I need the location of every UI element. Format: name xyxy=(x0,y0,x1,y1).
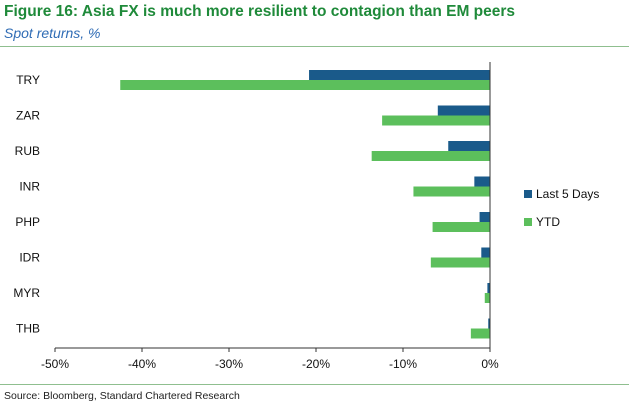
x-tick-label: 0% xyxy=(481,357,499,371)
x-tick-label: -40% xyxy=(128,357,156,371)
bar-ytd-try xyxy=(120,80,490,90)
bar-last-5-days-try xyxy=(309,70,490,80)
bar-ytd-myr xyxy=(484,293,490,303)
bar-last-5-days-thb xyxy=(488,318,490,329)
category-label-zar: ZAR xyxy=(16,108,40,122)
bar-last-5-days-myr xyxy=(487,283,490,293)
bar-last-5-days-inr xyxy=(474,176,490,187)
legend-swatch-last-5-days xyxy=(524,190,532,198)
legend-label-ytd: YTD xyxy=(536,215,560,229)
bar-ytd-idr xyxy=(430,257,490,268)
x-tick-label: -50% xyxy=(41,357,69,371)
category-label-inr: INR xyxy=(19,179,40,193)
bar-last-5-days-rub xyxy=(448,141,490,151)
bar-chart: TRY ZAR RUB INR PHP IDR MYR THB -50% -40% -30% -20%… xyxy=(13,62,599,371)
bar-ytd-inr xyxy=(413,186,490,197)
x-tick-label: -10% xyxy=(389,357,417,371)
bar-ytd-php xyxy=(432,222,490,232)
legend-label-last-5-days: Last 5 Days xyxy=(536,187,599,201)
bar-ytd-zar xyxy=(382,115,490,126)
bar-last-5-days-zar xyxy=(437,105,490,116)
source-note: Source: Bloomberg, Standard Chartered Re… xyxy=(4,390,240,402)
top-divider xyxy=(0,46,629,47)
category-label-thb: THB xyxy=(16,321,40,335)
category-label-myr: MYR xyxy=(13,286,40,300)
bar-last-5-days-idr xyxy=(481,247,490,258)
x-tick-label: -30% xyxy=(215,357,243,371)
figure-title: Figure 16: Asia FX is much more resilien… xyxy=(4,3,516,20)
category-label-php: PHP xyxy=(15,215,40,229)
figure-subtitle: Spot returns, % xyxy=(4,25,101,41)
legend-swatch-ytd xyxy=(524,218,532,226)
bar-last-5-days-php xyxy=(479,212,490,222)
bar-ytd-rub xyxy=(371,151,490,161)
category-label-idr: IDR xyxy=(19,250,40,264)
chart-area: TRY ZAR RUB INR PHP IDR MYR THB -50% -40% -30% -20%… xyxy=(0,50,629,385)
bar-ytd-thb xyxy=(470,328,490,339)
category-label-rub: RUB xyxy=(15,144,40,158)
x-tick-label: -20% xyxy=(302,357,330,371)
bottom-divider xyxy=(0,384,629,385)
category-label-try: TRY xyxy=(16,73,40,87)
